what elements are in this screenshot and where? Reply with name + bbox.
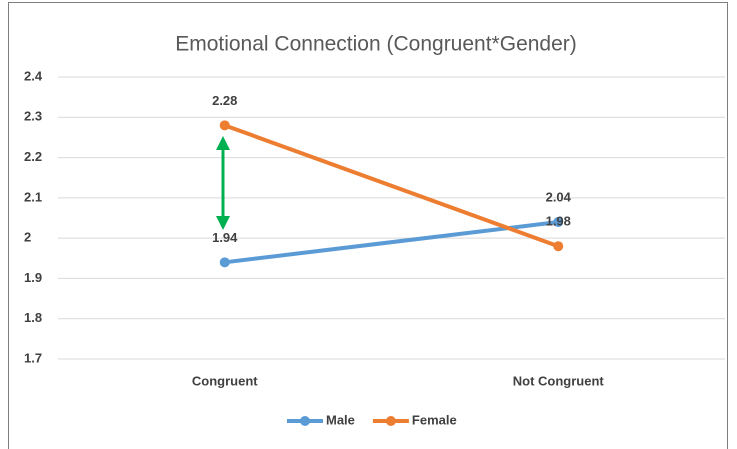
data-label: 2.28 [212, 93, 237, 108]
y-tick-label: 1.8 [24, 310, 42, 325]
y-tick-label: 2.2 [24, 149, 42, 164]
data-point [553, 217, 564, 228]
y-tick-label: 2.1 [24, 189, 42, 204]
y-tick-label: 2.3 [24, 109, 42, 124]
x-tick-label: Not Congruent [513, 373, 605, 388]
y-tick-label: 2 [24, 230, 31, 245]
chart-border [8, 2, 728, 449]
y-tick-label: 1.9 [24, 270, 42, 285]
legend-label: Female [412, 412, 457, 427]
grid [58, 76, 725, 360]
data-point [219, 257, 230, 268]
legend-marker [300, 416, 310, 426]
legend-marker [385, 416, 396, 426]
data-label: 1.98 [546, 214, 571, 229]
chart-title: Emotional Connection (Congruent*Gender) [175, 33, 577, 56]
series-line [224, 123, 559, 249]
data-point [553, 241, 564, 252]
data-point [219, 120, 230, 131]
y-tick-label: 1.7 [24, 350, 42, 365]
data-label: 2.04 [546, 189, 572, 204]
series-line [224, 220, 559, 265]
x-tick-label: Congruent [192, 373, 258, 388]
marks [219, 120, 564, 268]
annotation-arrow [216, 136, 230, 230]
legend-label: Male [326, 412, 355, 427]
data-label: 1.94 [212, 230, 238, 245]
y-tick-label: 2.4 [24, 68, 43, 83]
